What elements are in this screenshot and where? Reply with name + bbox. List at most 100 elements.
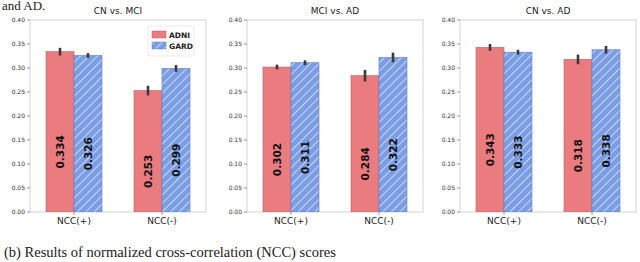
bar xyxy=(263,67,291,212)
bar xyxy=(564,59,592,212)
error-bar xyxy=(147,86,150,96)
data-label: 0.318 xyxy=(572,139,584,172)
data-label: 0.338 xyxy=(600,134,612,167)
panel: CN vs. AD0.000.050.100.150.200.250.300.3… xyxy=(442,6,636,226)
bar xyxy=(162,68,190,212)
y-tick-label: 0.05 xyxy=(442,184,456,191)
x-tick-label: NCC(-) xyxy=(364,216,394,226)
bar xyxy=(46,52,74,212)
x-tick-label: NCC(+) xyxy=(487,216,521,226)
y-tick xyxy=(244,44,247,45)
bar xyxy=(592,50,620,212)
legend-swatch xyxy=(152,42,166,49)
y-tick-label: 0.30 xyxy=(229,64,243,71)
chart-title: CN vs. MCI xyxy=(94,6,142,16)
y-tick-label: 0.40 xyxy=(229,16,243,23)
y-tick xyxy=(244,164,247,165)
legend-swatch xyxy=(152,31,166,38)
data-label: 0.333 xyxy=(512,135,524,168)
y-tick xyxy=(244,92,247,93)
y-tick xyxy=(27,140,30,141)
data-labels: 0.3430.3180.3330.338 xyxy=(484,133,612,172)
bar xyxy=(351,76,379,212)
legend-box xyxy=(148,26,194,56)
error-bar xyxy=(276,65,279,70)
y-tick-label: 0.40 xyxy=(442,16,456,23)
y-tick xyxy=(244,188,247,189)
x-tick xyxy=(74,212,75,215)
data-labels: 0.3020.2840.3110.322 xyxy=(271,138,399,180)
y-tick xyxy=(27,44,30,45)
y-tick xyxy=(457,212,460,213)
y-tick xyxy=(457,188,460,189)
error-bar xyxy=(577,55,580,65)
x-tick xyxy=(291,212,292,215)
x-tick xyxy=(379,212,380,215)
y-tick-label: 0.05 xyxy=(12,184,26,191)
y-tick-label: 0.30 xyxy=(12,64,26,71)
marks xyxy=(263,53,407,212)
error-bar xyxy=(605,46,608,54)
panel: CN vs. MCI0.000.050.100.150.200.250.300.… xyxy=(12,6,206,226)
y-tick-label: 0.40 xyxy=(12,16,26,23)
y-tick-label: 0.15 xyxy=(442,136,456,143)
y-tick xyxy=(244,116,247,117)
y-tick-label: 0.10 xyxy=(442,160,456,167)
y-tick-label: 0.20 xyxy=(12,112,26,119)
y-tick xyxy=(457,140,460,141)
y-tick-label: 0.00 xyxy=(229,208,243,215)
y-tick-label: 0.20 xyxy=(442,112,456,119)
y-tick-label: 0.05 xyxy=(229,184,243,191)
chart-title: CN vs. AD xyxy=(526,6,571,16)
legend: ADNI GARD xyxy=(148,26,194,56)
legend-label: GARD xyxy=(169,42,193,51)
y-tick-label: 0.00 xyxy=(12,208,26,215)
y-tick xyxy=(457,44,460,45)
x-tick-label: NCC(+) xyxy=(57,216,91,226)
preceding-text: and AD. xyxy=(2,0,45,13)
plot-frame xyxy=(30,20,206,212)
error-bar xyxy=(175,65,178,72)
chart-title: MCI vs. AD xyxy=(311,6,359,16)
y-tick xyxy=(457,92,460,93)
legend-label: ADNI xyxy=(169,31,190,40)
y-tick-label: 0.35 xyxy=(229,40,243,47)
y-tick-label: 0.20 xyxy=(229,112,243,119)
y-tick-label: 0.10 xyxy=(12,160,26,167)
x-tick xyxy=(162,212,163,215)
marks xyxy=(46,48,190,212)
x-tick xyxy=(504,212,505,215)
data-label: 0.334 xyxy=(54,135,66,168)
data-label: 0.284 xyxy=(359,147,371,180)
x-tick xyxy=(592,212,593,215)
y-tick-label: 0.10 xyxy=(229,160,243,167)
error-bar xyxy=(59,48,62,56)
y-tick xyxy=(457,20,460,21)
y-tick xyxy=(244,212,247,213)
bar xyxy=(291,63,319,212)
error-bar xyxy=(392,53,395,63)
y-tick-label: 0.25 xyxy=(229,88,243,95)
data-labels: 0.3340.2530.3260.299 xyxy=(54,135,182,188)
plot-frame xyxy=(460,20,636,212)
figure: and AD. (b) Results of normalized cross-c… xyxy=(0,0,640,262)
error-bar xyxy=(304,60,307,65)
y-tick-label: 0.30 xyxy=(442,64,456,71)
bar xyxy=(379,57,407,212)
y-tick xyxy=(244,68,247,69)
data-label: 0.299 xyxy=(170,144,182,177)
y-tick-label: 0.00 xyxy=(442,208,456,215)
error-bar xyxy=(364,70,367,82)
panel: MCI vs. AD0.000.050.100.150.200.250.300.… xyxy=(229,6,423,226)
marks xyxy=(476,44,620,212)
error-bar xyxy=(489,44,492,51)
data-label: 0.322 xyxy=(387,138,399,171)
bar xyxy=(134,91,162,212)
y-tick xyxy=(27,92,30,93)
plot-frame xyxy=(247,20,423,212)
y-tick xyxy=(244,20,247,21)
x-tick-label: NCC(+) xyxy=(274,216,308,226)
caption: (b) Results of normalized cross-correlat… xyxy=(4,244,336,261)
y-tick xyxy=(457,164,460,165)
error-bar xyxy=(517,50,520,55)
